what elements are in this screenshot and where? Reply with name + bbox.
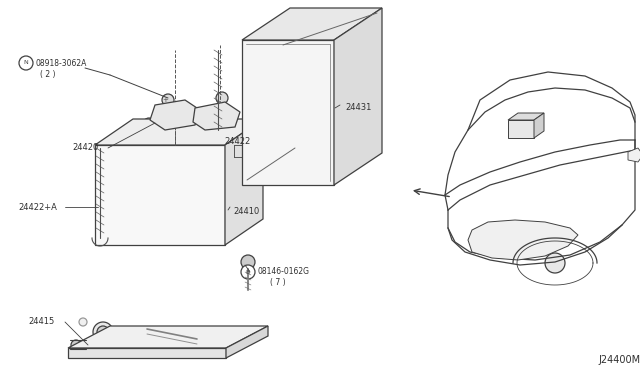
Polygon shape xyxy=(68,348,226,358)
Circle shape xyxy=(227,341,235,349)
Polygon shape xyxy=(534,113,544,138)
Circle shape xyxy=(241,265,255,279)
Text: 24420: 24420 xyxy=(72,144,99,153)
Polygon shape xyxy=(628,148,640,162)
Text: 08918-3062A: 08918-3062A xyxy=(36,58,88,67)
Circle shape xyxy=(79,318,87,326)
Circle shape xyxy=(19,56,33,70)
Polygon shape xyxy=(226,326,268,358)
Text: 24422: 24422 xyxy=(224,138,250,147)
Text: 24415: 24415 xyxy=(28,317,54,327)
Polygon shape xyxy=(242,40,334,185)
Text: N: N xyxy=(24,61,28,65)
Text: +: + xyxy=(162,97,168,103)
Text: 24431: 24431 xyxy=(345,103,371,112)
Text: 24422+A: 24422+A xyxy=(18,202,57,212)
Circle shape xyxy=(143,118,155,130)
Circle shape xyxy=(97,326,109,338)
Polygon shape xyxy=(68,326,268,348)
Polygon shape xyxy=(150,100,200,130)
Text: J24400MD: J24400MD xyxy=(598,355,640,365)
Text: B: B xyxy=(246,269,250,275)
Polygon shape xyxy=(95,145,225,245)
Polygon shape xyxy=(225,119,263,245)
Polygon shape xyxy=(334,8,382,185)
Polygon shape xyxy=(242,8,382,40)
Circle shape xyxy=(545,253,565,273)
Text: ( 2 ): ( 2 ) xyxy=(40,70,56,78)
Circle shape xyxy=(141,171,153,183)
Circle shape xyxy=(214,129,222,137)
Text: ( 7 ): ( 7 ) xyxy=(270,279,285,288)
Text: 24410: 24410 xyxy=(233,207,259,216)
Polygon shape xyxy=(508,113,544,120)
Text: 08146-0162G: 08146-0162G xyxy=(258,267,310,276)
Circle shape xyxy=(184,123,194,133)
Circle shape xyxy=(216,92,228,104)
Polygon shape xyxy=(508,120,534,138)
Polygon shape xyxy=(95,119,263,145)
Polygon shape xyxy=(468,220,578,260)
Circle shape xyxy=(93,322,113,342)
Circle shape xyxy=(161,197,173,209)
Polygon shape xyxy=(193,102,240,130)
Circle shape xyxy=(218,330,236,348)
Circle shape xyxy=(71,340,81,350)
Circle shape xyxy=(222,334,232,344)
Circle shape xyxy=(162,94,174,106)
Polygon shape xyxy=(488,250,500,258)
Circle shape xyxy=(241,255,255,269)
